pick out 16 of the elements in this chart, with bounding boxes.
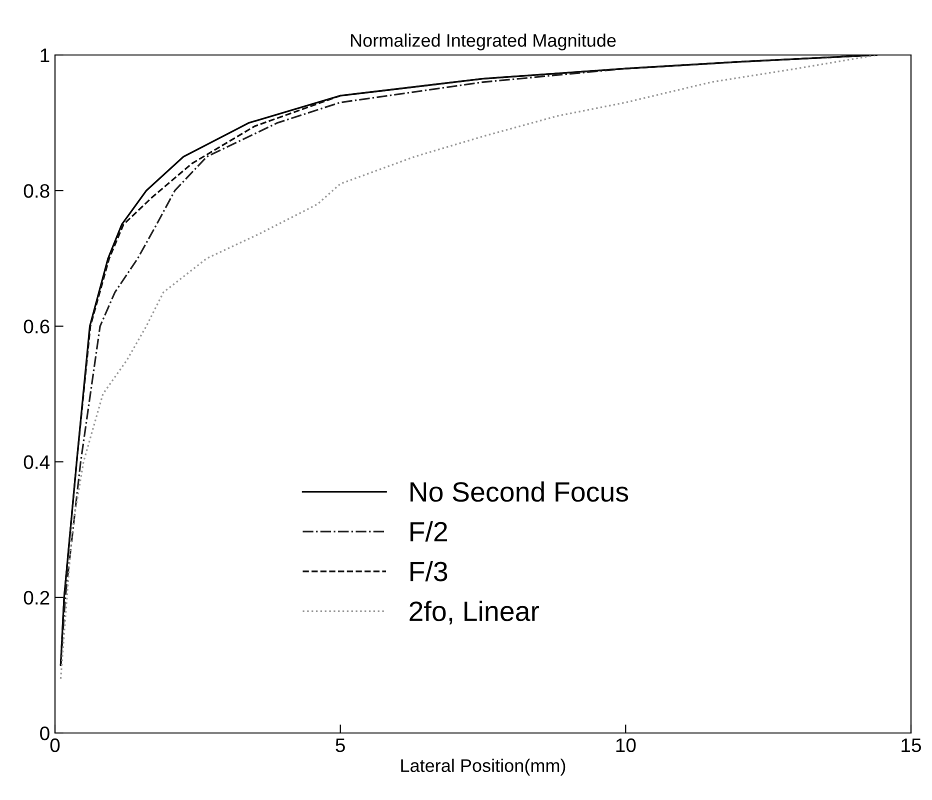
x-tick-label: 5 [336, 738, 345, 752]
y-tick-label: 0.2 [24, 590, 50, 605]
legend-label: F/3 [410, 560, 448, 582]
x-tick-label: 15 [902, 738, 921, 752]
x-axis-title: Lateral Position(mm) [401, 758, 566, 776]
x-tick-label: 0 [50, 738, 60, 752]
y-tick-label: 1 [40, 48, 50, 62]
y-tick-label: 0.8 [24, 184, 50, 198]
x-tick-label: 10 [616, 738, 636, 752]
y-tick-label: 0.6 [24, 320, 50, 334]
y-tick-label: 0.4 [24, 455, 50, 470]
y-tick-label: 0 [40, 726, 50, 740]
chart-title: Normalized Integrated Magnitude [351, 34, 616, 50]
legend-label: 2fo, Linear [410, 600, 540, 624]
legend-label: F/2 [410, 521, 448, 542]
legend-label: No Second Focus [410, 481, 628, 502]
